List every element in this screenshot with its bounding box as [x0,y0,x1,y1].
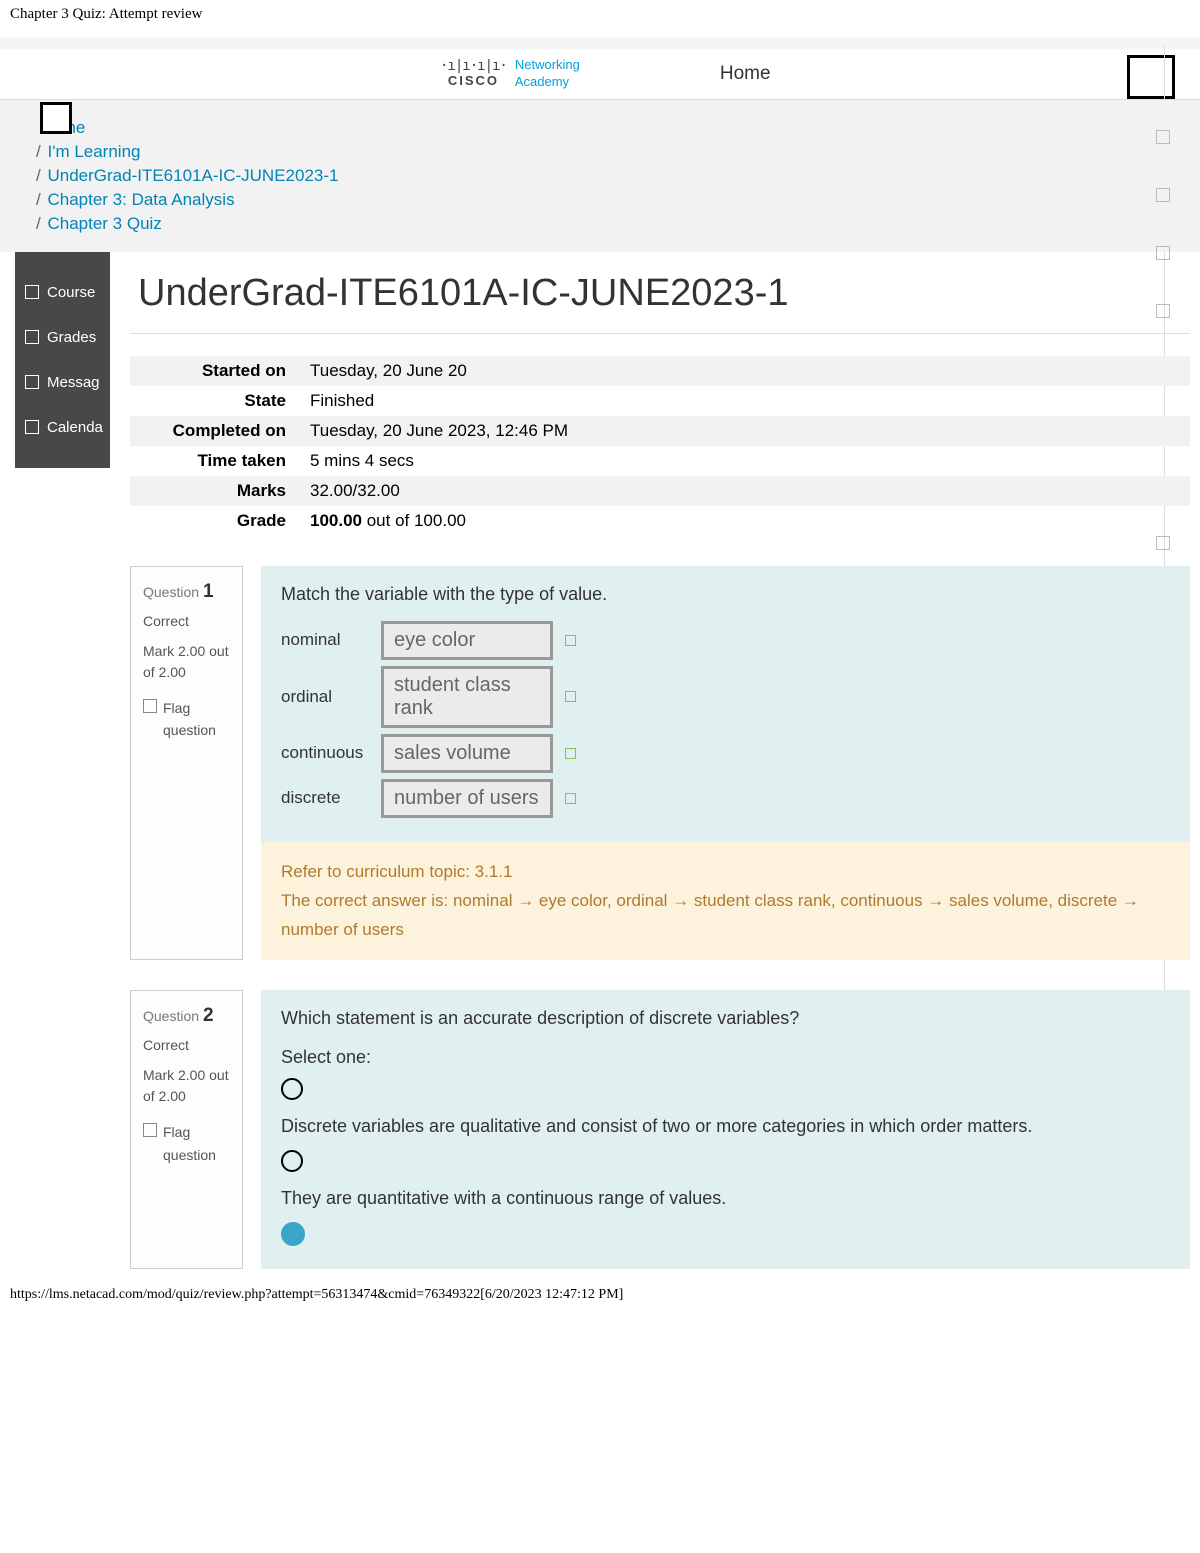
match-answer[interactable]: sales volume [381,734,553,773]
top-bar [0,37,1200,49]
match-row: nominaleye color [281,621,1170,660]
attempt-summary-table: Started onTuesday, 20 June 20 StateFinis… [130,356,1190,536]
select-one-label: Select one: [281,1047,1170,1068]
course-title: UnderGrad-ITE6101A-IC-JUNE2023-1 [138,272,1190,315]
radio-selected-icon [281,1222,305,1246]
flag-question-button[interactable]: Flag question [143,1121,230,1166]
side-checkbox[interactable] [1156,130,1170,144]
cisco-brand: CISCO [448,73,499,88]
question-status: Correct [143,1037,230,1053]
correct-tick-icon [565,691,576,702]
match-row: continuoussales volume [281,734,1170,773]
radio-icon [281,1150,303,1172]
radio-option[interactable] [281,1222,1170,1251]
breadcrumb: Home / I'm Learning / UnderGrad-ITE6101A… [36,118,1164,234]
question-prompt: Match the variable with the type of valu… [281,584,1170,605]
correct-tick-icon [565,748,576,759]
match-row: discretenumber of users [281,779,1170,818]
side-checkbox[interactable] [1156,188,1170,202]
sidebar-item-calendar[interactable]: Calenda [15,405,110,450]
logo-tagline-1: Networking [515,57,580,74]
question-2: Question 2 Correct Mark 2.00 out of 2.00… [130,990,1190,1269]
radio-option[interactable] [281,1078,1170,1105]
nav-menu-button[interactable] [1127,55,1175,99]
question-1: Question 1 Correct Mark 2.00 out of 2.00… [130,566,1190,961]
question-feedback: Refer to curriculum topic: 3.1.1 The cor… [261,842,1190,961]
question-info: Question 2 Correct Mark 2.00 out of 2.00… [130,990,243,1269]
breadcrumb-area: Home / I'm Learning / UnderGrad-ITE6101A… [0,100,1200,252]
breadcrumb-home-icon[interactable] [40,102,72,134]
question-info: Question 1 Correct Mark 2.00 out of 2.00… [130,566,243,961]
question-mark: Mark 2.00 out of 2.00 [143,1065,230,1107]
nav-home-link[interactable]: Home [720,63,771,85]
breadcrumb-link[interactable]: I'm Learning [47,142,140,161]
page-header: Chapter 3 Quiz: Attempt review [0,0,1200,29]
question-status: Correct [143,613,230,629]
nav-bar: ·ı|ı·ı|ı· CISCO Networking Academy Home [0,49,1200,100]
flag-question-button[interactable]: Flag question [143,697,230,742]
logo-tagline-2: Academy [515,74,580,91]
flag-icon [143,699,157,713]
correct-tick-icon [565,793,576,804]
sidebar-item-messages[interactable]: Messag [15,360,110,405]
option-text: Discrete variables are qualitative and c… [281,1113,1170,1140]
sidebar: Course Grades Messag Calenda [15,252,110,468]
correct-tick-icon [565,635,576,646]
match-row: ordinalstudent class rank [281,666,1170,728]
breadcrumb-link[interactable]: Chapter 3 Quiz [47,214,161,233]
match-answer[interactable]: number of users [381,779,553,818]
sidebar-item-course[interactable]: Course [15,270,110,315]
sidebar-item-grades[interactable]: Grades [15,315,110,360]
breadcrumb-link[interactable]: Chapter 3: Data Analysis [47,190,234,209]
flag-icon [143,1123,157,1137]
footer-url: https://lms.netacad.com/mod/quiz/review.… [0,1269,1200,1309]
question-prompt: Which statement is an accurate descripti… [281,1008,1170,1029]
match-answer[interactable]: student class rank [381,666,553,728]
option-text: They are quantitative with a continuous … [281,1185,1170,1212]
question-content: Which statement is an accurate descripti… [261,990,1190,1269]
question-mark: Mark 2.00 out of 2.00 [143,641,230,683]
radio-option[interactable] [281,1150,1170,1177]
breadcrumb-link[interactable]: UnderGrad-ITE6101A-IC-JUNE2023-1 [47,166,338,185]
question-content: Match the variable with the type of valu… [261,566,1190,842]
match-answer[interactable]: eye color [381,621,553,660]
radio-icon [281,1078,303,1100]
logo[interactable]: ·ı|ı·ı|ı· CISCO Networking Academy [440,57,580,91]
cisco-bars-icon: ·ı|ı·ı|ı· [440,59,507,73]
